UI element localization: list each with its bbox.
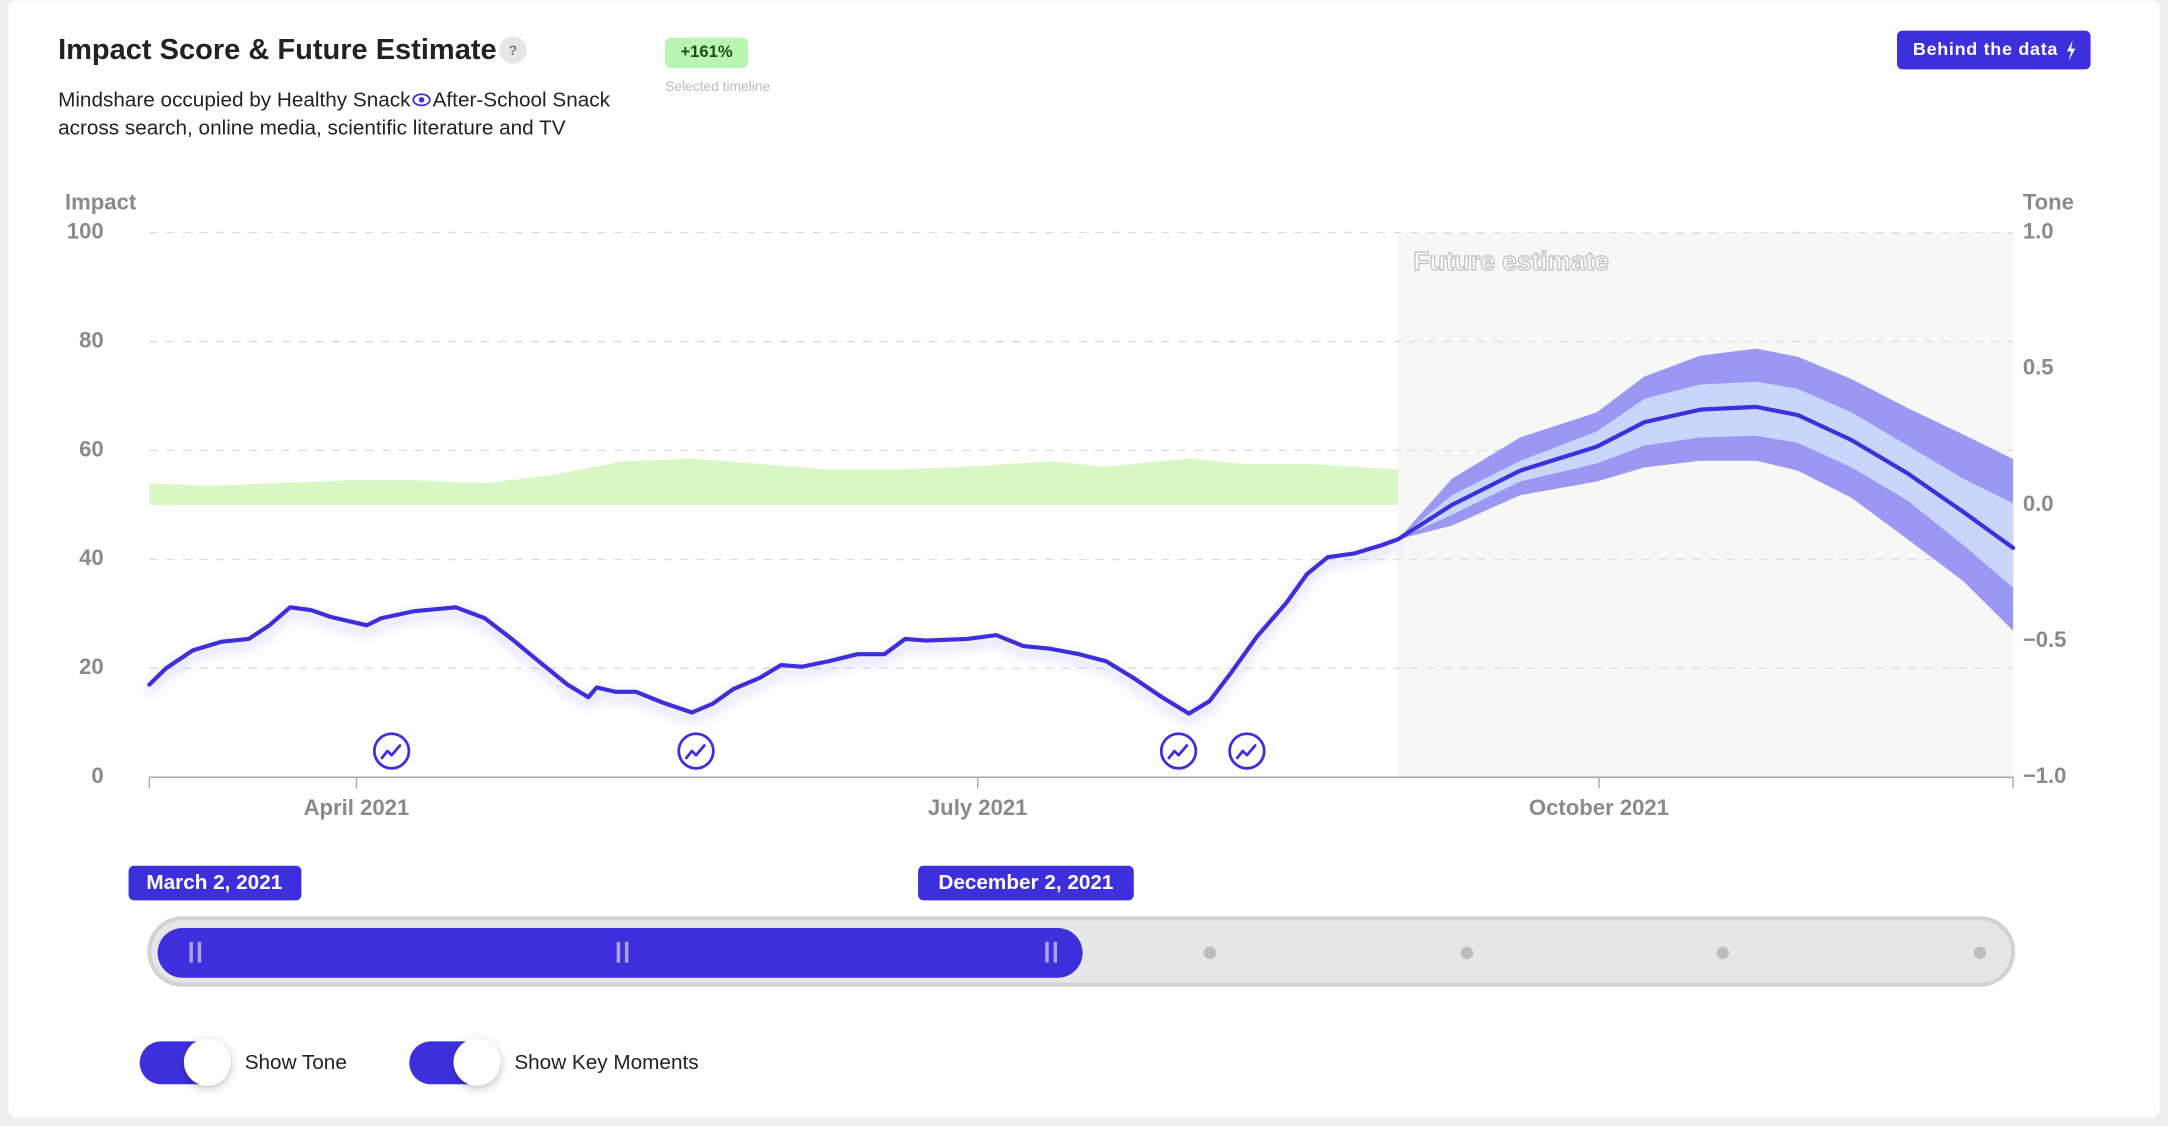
range-end-label — [918, 865, 1134, 901]
forecast-line — [1396, 404, 2016, 551]
help-icon[interactable] — [499, 36, 527, 64]
inner-band — [1398, 381, 2014, 588]
future-label: Future estimate — [1413, 246, 1609, 276]
key-moment — [1159, 732, 1198, 770]
toggle-label: Show Key Moments — [514, 1051, 698, 1074]
range-start-text: March 2, 2021 — [146, 871, 282, 894]
y2-tick-label: 0.5 — [2023, 355, 2054, 380]
behind-data-button[interactable] — [1897, 30, 2091, 70]
y-tick-label: 100 — [67, 218, 104, 243]
range-start-label — [128, 865, 302, 901]
y-tick-label: 60 — [79, 436, 104, 461]
subtitle: across search, online media, scientific … — [58, 116, 566, 139]
title: Impact Score & Future Estimate — [58, 34, 497, 66]
key-moment — [372, 732, 411, 770]
impact-line — [147, 537, 1401, 716]
x-tick-label: April 2021 — [304, 795, 410, 820]
badge-caption: Selected timeline — [665, 78, 771, 94]
button-text: Behind the data — [1913, 39, 2058, 59]
y-axis-label: Impact — [65, 189, 137, 214]
y2-tick-label: −0.5 — [2023, 627, 2067, 652]
toggle-label: Show Tone — [245, 1051, 347, 1074]
y2-tick-label: −1.0 — [2023, 763, 2067, 788]
help-text: ? — [509, 42, 517, 58]
key-moment-icon — [380, 744, 402, 760]
key-moment-icon — [1235, 744, 1257, 760]
subtitle: After-School Snack — [433, 89, 611, 112]
plot: Future estimate 0 20 40 60 80 100 −1.0 −0.5 0.0 0.… — [67, 218, 2067, 820]
y2-axis-label: Tone — [2023, 189, 2074, 214]
y2-tick-label: 1.0 — [2023, 218, 2054, 243]
eye-icon — [412, 93, 431, 107]
key-moment-icon — [1167, 744, 1189, 760]
x-tick-label: July 2021 — [928, 795, 1028, 820]
slider-dots — [1203, 946, 1987, 960]
tone-area — [149, 458, 1399, 505]
y-tick-label: 40 — [79, 545, 104, 570]
y2-tick-label: 0.0 — [2023, 491, 2054, 516]
range-end-text: December 2, 2021 — [938, 871, 1113, 894]
y-tick-label: 0 — [91, 763, 103, 788]
bolt-icon — [2067, 40, 2076, 62]
badge — [665, 37, 749, 69]
slider-handles[interactable] — [189, 941, 1058, 963]
key-moment — [1228, 732, 1266, 770]
key-moment-icon — [684, 744, 706, 760]
key-moment — [677, 732, 715, 770]
badge-text: +161% — [680, 42, 732, 61]
x-tick-label: October 2021 — [1529, 795, 1669, 820]
y-tick-label: 20 — [79, 654, 104, 679]
toggle-knob — [453, 1038, 501, 1086]
toggle-knob — [183, 1038, 231, 1086]
y-tick-label: 80 — [79, 327, 104, 352]
subtitle: Mindshare occupied by Healthy Snack — [58, 89, 411, 112]
